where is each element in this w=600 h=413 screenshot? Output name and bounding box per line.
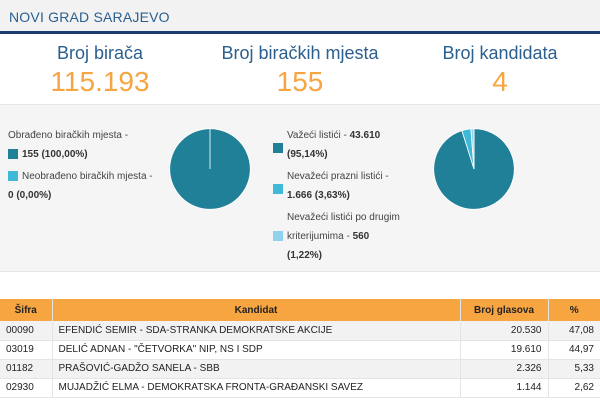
cell-votes: 1.144 — [460, 378, 549, 398]
cell-candidate: PRAŠOVIĆ-GADŽO SANELA - SBB — [52, 359, 461, 379]
table-row: 01182 PRAŠOVIĆ-GADŽO SANELA - SBB 2.326 … — [0, 359, 600, 379]
cell-percent: 5,33 — [548, 359, 600, 379]
stations-legend: Obrađeno biračkih mjesta - 155 (100,00%)… — [8, 126, 168, 205]
col-header-code[interactable]: Šifra — [0, 299, 53, 321]
cell-code: 01182 — [0, 359, 53, 379]
legend-other: Nevažeći listići po drugim kriterijumima… — [273, 208, 433, 265]
legend-processed-value: 155 (100,00%) — [22, 149, 88, 160]
cell-percent: 2,62 — [548, 378, 600, 398]
ballots-legend: Važeći listići - 43.610 (95,14%) Nevažeć… — [273, 126, 433, 265]
legend-processed: 155 (100,00%) — [8, 145, 168, 164]
stat-candidates-value: 4 — [492, 66, 508, 97]
legend-other-label-1: Nevažeći listići po drugim — [287, 212, 400, 223]
ballots-pie-slice-neva-e-i-listi-i-po-drugim-kriterijumima — [470, 128, 475, 170]
stat-polling-stations-value: 155 — [276, 66, 324, 97]
col-header-votes[interactable]: Broj glasova — [460, 299, 549, 321]
legend-valid-value: 43.610 — [349, 130, 381, 141]
cell-votes: 20.530 — [460, 321, 549, 341]
legend-valid-label: Važeći listići - — [287, 130, 347, 141]
stat-polling-stations-label: Broj biračkih mjesta — [221, 43, 379, 63]
cell-candidate: DELIĆ ADNAN - "ČETVORKA" NIP, NS I SDP — [52, 340, 461, 360]
table-row: 00090 EFENDIĆ SEMIR - SDA-STRANKA DEMOKR… — [0, 321, 600, 341]
cell-code: 00090 — [0, 321, 53, 341]
legend-valid-pct: (95,14%) — [287, 149, 328, 160]
col-header-percent[interactable]: % — [548, 299, 600, 321]
page-title: NOVI GRAD SARAJEVO — [9, 9, 170, 25]
legend-swatch-valid — [273, 143, 283, 153]
stat-voters: Broj birača 115.193 — [0, 37, 200, 98]
stat-voters-label: Broj birača — [56, 43, 144, 63]
legend-blank-label: Nevažeći prazni listići - — [287, 171, 389, 182]
legend-blank: Nevažeći prazni listići - 1.666 (3,63%) — [273, 167, 433, 205]
ballots-pie-chart — [433, 128, 515, 210]
legend-processed-label: Obrađeno biračkih mjesta - — [8, 130, 129, 141]
table-row: 03019 DELIĆ ADNAN - "ČETVORKA" NIP, NS I… — [0, 340, 600, 360]
legend-blank-value: 1.666 (3,63%) — [287, 190, 350, 201]
legend-swatch-unprocessed — [8, 171, 18, 181]
legend-other-value: 560 — [352, 231, 370, 242]
stat-candidates-label: Broj kandidata — [442, 43, 558, 63]
legend-swatch-processed — [8, 149, 18, 159]
cell-candidate: EFENDIĆ SEMIR - SDA-STRANKA DEMOKRATSKE … — [52, 321, 461, 341]
page-header: NOVI GRAD SARAJEVO — [0, 0, 600, 34]
legend-unprocessed-label: Neobrađeno biračkih mjesta - — [22, 171, 153, 182]
stat-polling-stations: Broj biračkih mjesta 155 — [200, 37, 400, 98]
results-table: Šifra Kandidat Broj glasova % 00090 EFEN… — [0, 299, 600, 398]
stat-voters-value: 115.193 — [50, 66, 150, 97]
col-header-candidate[interactable]: Kandidat — [52, 299, 461, 321]
legend-other-label-2: kriterijumima - — [287, 231, 350, 242]
results-header-row: Šifra Kandidat Broj glasova % — [0, 299, 600, 321]
legend-other-pct: (1,22%) — [287, 250, 323, 261]
cell-votes: 19.610 — [460, 340, 549, 360]
cell-code: 03019 — [0, 340, 53, 360]
legend-unprocessed: Neobrađeno biračkih mjesta - — [8, 167, 168, 186]
table-row: 02930 MUJADŽIĆ ELMA - DEMOKRATSKA FRONTA… — [0, 378, 600, 398]
stats-panel: Broj birača 115.193 Broj biračkih mjesta… — [0, 37, 600, 103]
cell-votes: 2.326 — [460, 359, 549, 379]
cell-percent: 47,08 — [548, 321, 600, 341]
legend-swatch-blank — [273, 184, 283, 194]
legend-unprocessed-value: 0 (0,00%) — [8, 190, 52, 201]
cell-code: 02930 — [0, 378, 53, 398]
legend-valid: Važeći listići - 43.610 (95,14%) — [273, 126, 433, 164]
cell-candidate: MUJADŽIĆ ELMA - DEMOKRATSKA FRONTA-GRAĐA… — [52, 378, 461, 398]
legend-swatch-other — [273, 231, 283, 241]
stations-pie-chart — [169, 128, 251, 210]
stat-candidates: Broj kandidata 4 — [400, 37, 600, 98]
cell-percent: 44,97 — [548, 340, 600, 360]
legend-unprocessed-value-row: 0 (0,00%) — [8, 186, 168, 205]
